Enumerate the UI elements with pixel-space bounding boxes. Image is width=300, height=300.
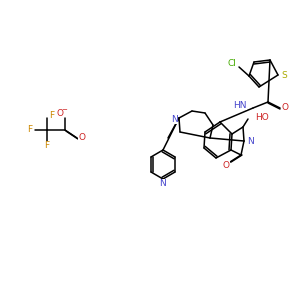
Text: N: N bbox=[160, 179, 167, 188]
Text: O: O bbox=[56, 109, 64, 118]
Text: O: O bbox=[79, 134, 86, 142]
Text: HN: HN bbox=[233, 100, 247, 109]
Text: O: O bbox=[281, 103, 289, 112]
Text: HO: HO bbox=[255, 113, 269, 122]
Text: N: N bbox=[171, 115, 177, 124]
Text: F: F bbox=[27, 125, 33, 134]
Text: N: N bbox=[247, 136, 254, 146]
Text: F: F bbox=[50, 112, 55, 121]
Text: O: O bbox=[223, 161, 230, 170]
Text: F: F bbox=[44, 142, 50, 151]
Text: Cl: Cl bbox=[228, 58, 236, 68]
Text: S: S bbox=[281, 70, 287, 80]
Text: −: − bbox=[61, 107, 67, 113]
